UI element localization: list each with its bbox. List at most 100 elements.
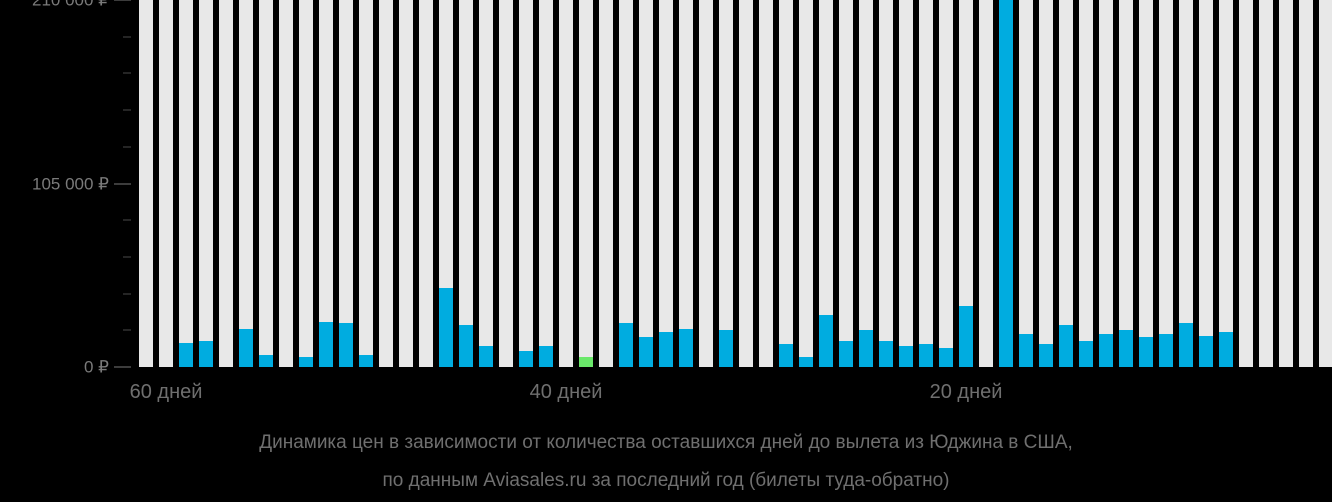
chart-column[interactable] bbox=[1239, 0, 1253, 367]
chart-column[interactable] bbox=[259, 0, 273, 367]
chart-bar[interactable] bbox=[879, 340, 893, 367]
chart-column[interactable] bbox=[179, 0, 193, 367]
chart-column[interactable] bbox=[599, 0, 613, 367]
chart-column[interactable] bbox=[819, 0, 833, 367]
chart-column[interactable] bbox=[1199, 0, 1213, 367]
chart-column[interactable] bbox=[919, 0, 933, 367]
chart-bar[interactable] bbox=[199, 340, 213, 367]
chart-column[interactable] bbox=[779, 0, 793, 367]
chart-column[interactable] bbox=[619, 0, 633, 367]
chart-bar[interactable] bbox=[679, 328, 693, 367]
chart-bar[interactable] bbox=[179, 342, 193, 367]
chart-bar[interactable] bbox=[359, 354, 373, 367]
chart-column[interactable] bbox=[759, 0, 773, 367]
chart-bar[interactable] bbox=[1039, 344, 1053, 367]
chart-bar[interactable] bbox=[919, 344, 933, 367]
chart-bar[interactable] bbox=[1179, 323, 1193, 367]
chart-bar[interactable] bbox=[1159, 333, 1173, 367]
chart-bar[interactable] bbox=[1079, 340, 1093, 367]
chart-column[interactable] bbox=[699, 0, 713, 367]
chart-column[interactable] bbox=[339, 0, 353, 367]
chart-column[interactable] bbox=[539, 0, 553, 367]
chart-column[interactable] bbox=[959, 0, 973, 367]
chart-column[interactable] bbox=[219, 0, 233, 367]
chart-column[interactable] bbox=[739, 0, 753, 367]
chart-column[interactable] bbox=[419, 0, 433, 367]
chart-column[interactable] bbox=[879, 0, 893, 367]
chart-bar[interactable] bbox=[1099, 333, 1113, 367]
chart-column[interactable] bbox=[1019, 0, 1033, 367]
chart-column[interactable] bbox=[799, 0, 813, 367]
chart-column[interactable] bbox=[279, 0, 293, 367]
chart-bar[interactable] bbox=[1139, 337, 1153, 367]
chart-column[interactable] bbox=[1299, 0, 1313, 367]
chart-column[interactable] bbox=[1279, 0, 1293, 367]
chart-column[interactable] bbox=[1079, 0, 1093, 367]
chart-column[interactable] bbox=[1179, 0, 1193, 367]
chart-column[interactable] bbox=[239, 0, 253, 367]
chart-column[interactable] bbox=[519, 0, 533, 367]
chart-column[interactable] bbox=[1259, 0, 1273, 367]
chart-column[interactable] bbox=[1099, 0, 1113, 367]
chart-column[interactable] bbox=[999, 0, 1013, 367]
chart-column[interactable] bbox=[359, 0, 373, 367]
chart-bar[interactable] bbox=[1119, 330, 1133, 367]
chart-bar[interactable] bbox=[639, 337, 653, 367]
chart-column[interactable] bbox=[1139, 0, 1153, 367]
chart-column[interactable] bbox=[859, 0, 873, 367]
chart-bar[interactable] bbox=[619, 323, 633, 367]
chart-column[interactable] bbox=[299, 0, 313, 367]
chart-bar[interactable] bbox=[819, 314, 833, 367]
chart-column[interactable] bbox=[1219, 0, 1233, 367]
chart-bar[interactable] bbox=[519, 351, 533, 367]
chart-column[interactable] bbox=[1159, 0, 1173, 367]
chart-bar[interactable] bbox=[319, 321, 333, 367]
chart-bar[interactable] bbox=[239, 328, 253, 367]
chart-column[interactable] bbox=[1319, 0, 1332, 367]
chart-column[interactable] bbox=[1059, 0, 1073, 367]
chart-column[interactable] bbox=[659, 0, 673, 367]
chart-bar[interactable] bbox=[1219, 332, 1233, 367]
chart-column[interactable] bbox=[399, 0, 413, 367]
chart-column[interactable] bbox=[559, 0, 573, 367]
chart-bar[interactable] bbox=[1059, 325, 1073, 367]
chart-column[interactable] bbox=[459, 0, 473, 367]
chart-bar[interactable] bbox=[859, 330, 873, 367]
chart-column[interactable] bbox=[579, 0, 593, 367]
chart-column[interactable] bbox=[1119, 0, 1133, 367]
chart-column[interactable] bbox=[679, 0, 693, 367]
chart-bar[interactable] bbox=[939, 347, 953, 367]
chart-bar[interactable] bbox=[839, 340, 853, 367]
chart-column[interactable] bbox=[319, 0, 333, 367]
chart-column[interactable] bbox=[439, 0, 453, 367]
chart-bar[interactable] bbox=[719, 330, 733, 367]
chart-column[interactable] bbox=[199, 0, 213, 367]
chart-bar-highlight[interactable] bbox=[579, 356, 593, 367]
chart-column[interactable] bbox=[899, 0, 913, 367]
chart-bar[interactable] bbox=[479, 346, 493, 367]
chart-bar[interactable] bbox=[1199, 335, 1213, 367]
chart-bar[interactable] bbox=[459, 325, 473, 367]
chart-bar[interactable] bbox=[1019, 333, 1033, 367]
chart-column[interactable] bbox=[499, 0, 513, 367]
chart-bar[interactable] bbox=[259, 354, 273, 367]
chart-column[interactable] bbox=[159, 0, 173, 367]
chart-column[interactable] bbox=[979, 0, 993, 367]
chart-bar[interactable] bbox=[959, 305, 973, 367]
chart-bar[interactable] bbox=[659, 332, 673, 367]
chart-column[interactable] bbox=[719, 0, 733, 367]
chart-column[interactable] bbox=[1039, 0, 1053, 367]
chart-bar[interactable] bbox=[539, 346, 553, 367]
chart-column[interactable] bbox=[639, 0, 653, 367]
chart-column[interactable] bbox=[379, 0, 393, 367]
chart-bar[interactable] bbox=[439, 288, 453, 367]
chart-column[interactable] bbox=[839, 0, 853, 367]
chart-column[interactable] bbox=[939, 0, 953, 367]
chart-bar[interactable] bbox=[339, 323, 353, 367]
chart-column[interactable] bbox=[139, 0, 153, 367]
chart-bar[interactable] bbox=[999, 0, 1013, 367]
chart-bar[interactable] bbox=[779, 344, 793, 367]
chart-column[interactable] bbox=[479, 0, 493, 367]
chart-bar[interactable] bbox=[299, 356, 313, 367]
chart-bar[interactable] bbox=[799, 356, 813, 367]
